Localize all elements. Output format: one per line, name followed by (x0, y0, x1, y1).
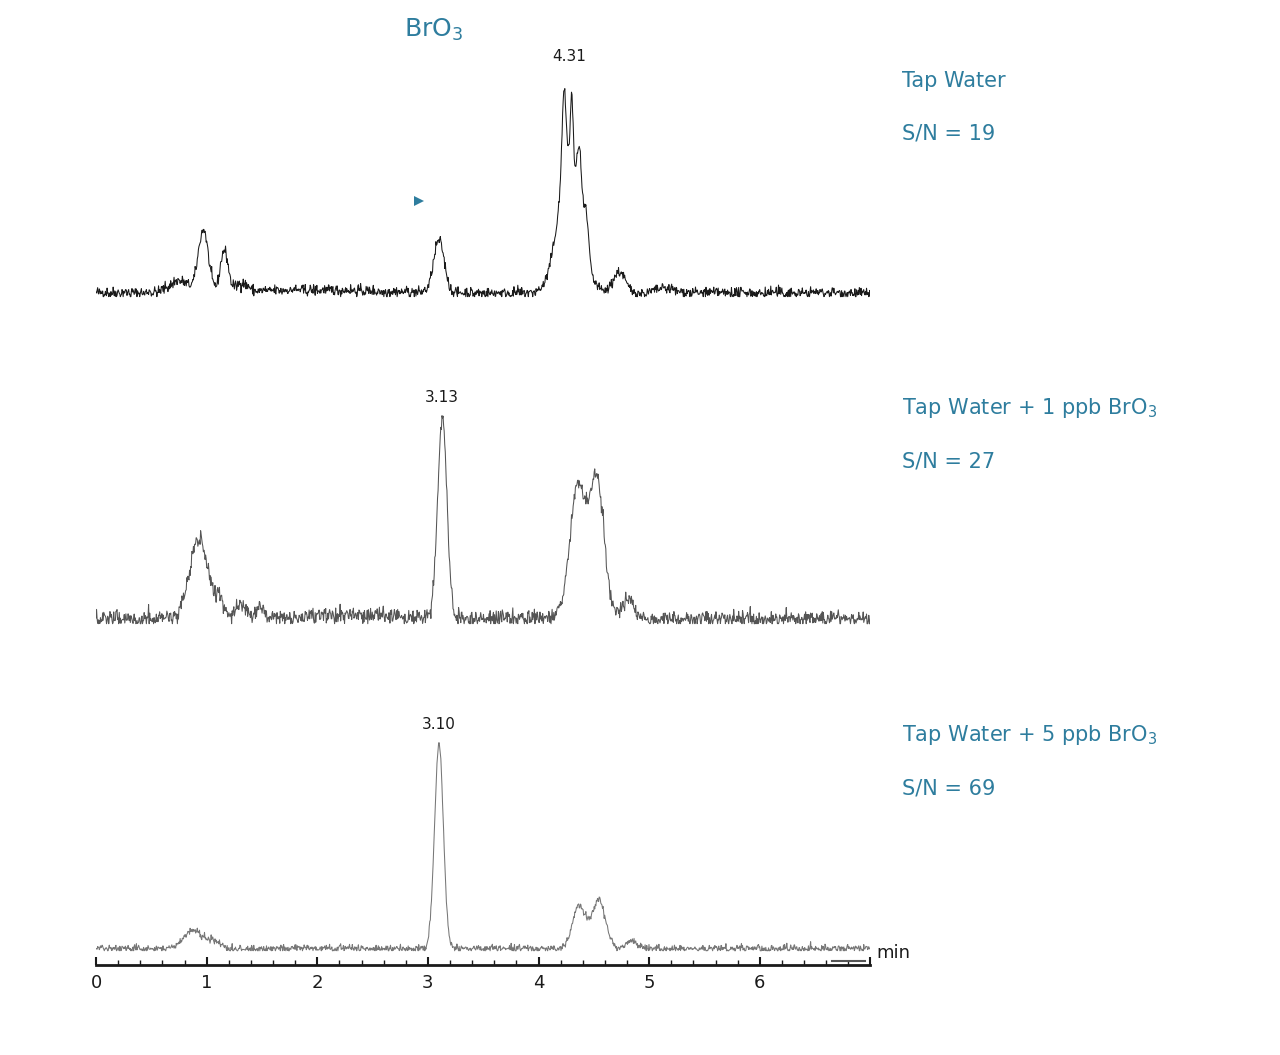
Text: Tap Water + 1 ppb BrO$_3$: Tap Water + 1 ppb BrO$_3$ (902, 396, 1157, 420)
Text: min: min (877, 943, 911, 962)
Text: BrO$_3$: BrO$_3$ (404, 17, 463, 43)
Text: Tap Water: Tap Water (902, 71, 1006, 91)
Text: S/N = 27: S/N = 27 (902, 452, 996, 471)
Text: 3.13: 3.13 (425, 390, 460, 405)
Text: S/N = 19: S/N = 19 (902, 124, 996, 143)
Text: 3.10: 3.10 (422, 717, 456, 732)
Text: Tap Water + 5 ppb BrO$_3$: Tap Water + 5 ppb BrO$_3$ (902, 723, 1157, 747)
Text: 4.31: 4.31 (553, 49, 586, 63)
Text: S/N = 69: S/N = 69 (902, 779, 996, 798)
